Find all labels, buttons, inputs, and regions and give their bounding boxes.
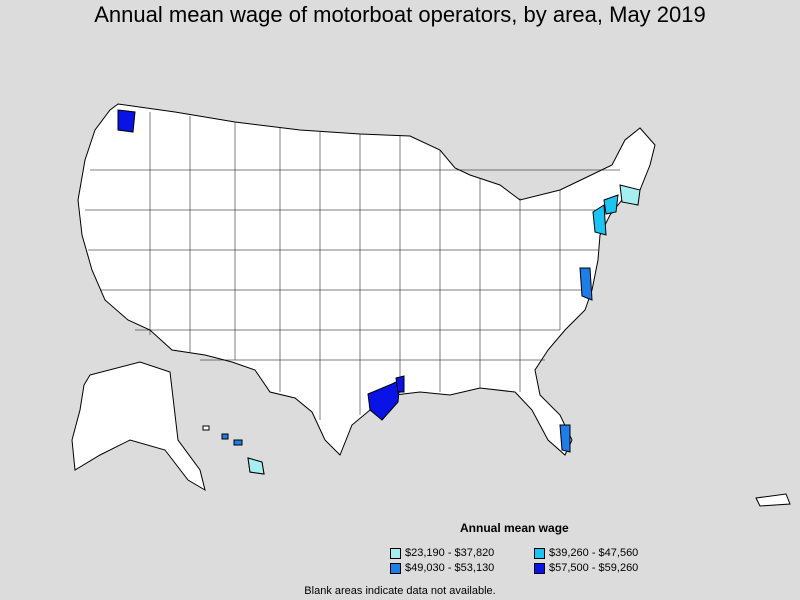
area-boundaries: [85, 112, 620, 420]
map-title: Annual mean wage of motorboat operators,…: [94, 2, 706, 27]
new-jersey-area: [592, 204, 607, 236]
seattle-area: [117, 109, 136, 133]
legend-item-0: $23,190 - $37,820: [390, 546, 494, 560]
legend-label-0: $23,190 - $37,820: [405, 547, 495, 559]
maui: [233, 439, 243, 446]
oahu: [221, 433, 229, 440]
legend-title: Annual mean wage: [460, 521, 569, 535]
legend-item-2: $49,030 - $53,130: [390, 561, 494, 575]
massachusetts-area: [619, 184, 641, 206]
legend-label-1: $39,260 - $47,560: [549, 547, 639, 559]
highlighted-areas: [117, 109, 641, 475]
footnote: Blank areas indicate data not available.: [304, 585, 496, 597]
houston-area: [367, 379, 401, 421]
legend-swatch-0: [390, 547, 401, 559]
virginia-coast-area: [579, 267, 593, 301]
legend-swatch-1: [534, 547, 545, 559]
legend-swatch-3: [534, 562, 545, 574]
legend-label-3: $57,500 - $59,260: [549, 562, 639, 574]
hawaii-big-island: [247, 457, 265, 475]
beaumont-area: [395, 375, 405, 393]
new-york-area: [603, 194, 619, 215]
legend-item-1: $39,260 - $47,560: [534, 546, 638, 560]
alaska: [71, 361, 206, 492]
legend-item-3: $57,500 - $59,260: [534, 561, 638, 575]
legend-label-2: $49,030 - $53,130: [405, 562, 495, 574]
southeast-florida-area: [559, 424, 571, 453]
legend-swatch-2: [390, 562, 401, 574]
puerto-rico: [755, 493, 791, 507]
